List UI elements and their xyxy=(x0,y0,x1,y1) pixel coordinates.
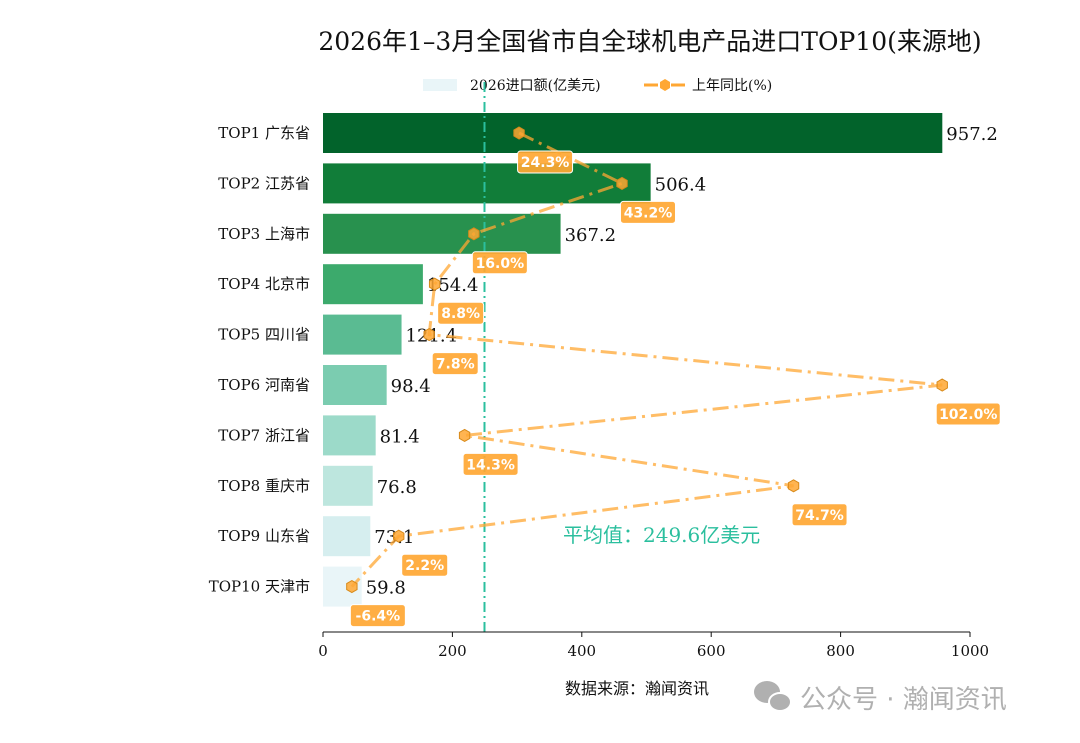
x-tick-label: 800 xyxy=(826,642,855,660)
yoy-label: 2.2% xyxy=(405,558,444,574)
yoy-label-box xyxy=(791,503,848,527)
wechat-icon xyxy=(754,681,792,712)
y-tick-label: TOP10 天津市 xyxy=(209,578,310,596)
yoy-marker xyxy=(787,479,800,493)
legend: 2026进口额(亿美元) 上年同比(%) xyxy=(423,78,772,94)
y-tick-label: TOP7 浙江省 xyxy=(218,426,310,444)
yoy-label: 43.2% xyxy=(624,205,673,221)
yoy-label-box xyxy=(401,553,449,577)
y-tick-label: TOP8 重庆市 xyxy=(218,477,310,495)
yoy-label-box xyxy=(349,604,406,628)
y-tick-label: TOP3 上海市 xyxy=(218,225,310,243)
yoy-label-box xyxy=(431,352,479,376)
yoy-marker xyxy=(616,176,628,190)
x-tick-label: 600 xyxy=(697,642,726,660)
y-tick-label: TOP2 江苏省 xyxy=(218,174,310,192)
yoy-marker xyxy=(936,378,948,392)
yoy-label: -6.4% xyxy=(356,609,401,625)
y-tick-label: TOP9 山东省 xyxy=(218,527,310,545)
yoy-line xyxy=(350,131,943,588)
y-tick-label: TOP1 广东省 xyxy=(218,124,310,142)
y-tick-label: TOP6 河南省 xyxy=(218,376,310,394)
watermark: 公众号 · 瀚闻资讯 xyxy=(800,685,1007,715)
yoy-marker xyxy=(513,126,525,140)
bar xyxy=(323,516,371,557)
bar-value-label: 367.2 xyxy=(565,225,617,246)
yoy-label-box xyxy=(517,150,574,174)
bar-value-label: 59.8 xyxy=(366,578,406,599)
legend-line-marker xyxy=(660,79,670,91)
chart-title: 2026年1–3月全国省市自全球机电产品进口TOP10(来源地) xyxy=(318,27,981,56)
bar xyxy=(323,264,423,305)
yoy-marker xyxy=(468,227,480,241)
yoy-label: 74.7% xyxy=(795,508,844,524)
y-tick-label: TOP4 北京市 xyxy=(218,275,310,293)
legend-bar-label: 2026进口额(亿美元) xyxy=(470,78,601,94)
bar-value-label: 98.4 xyxy=(391,376,431,397)
x-tick-label: 400 xyxy=(567,642,596,660)
bars: TOP1 广东省 957.2 TOP2 江苏省 506.4 TOP3 上海市 367.2 T… xyxy=(209,113,998,607)
yoy-label: 102.0% xyxy=(939,407,997,423)
yoy-label-box xyxy=(437,301,485,325)
bar xyxy=(323,314,402,355)
yoy-marker xyxy=(423,328,435,342)
bar xyxy=(323,465,373,506)
yoy-line-group: 24.3% 43.2% 16.0% 8.8% 7.8% 102.0% 14.3% 74.7% 2… xyxy=(346,126,1001,628)
x-tick-label: 1000 xyxy=(951,642,989,660)
yoy-label-box xyxy=(471,251,528,275)
bar-value-label: 154.4 xyxy=(427,275,479,296)
y-tick-label: TOP5 四川省 xyxy=(218,326,310,344)
yoy-label-box xyxy=(619,200,676,224)
yoy-marker xyxy=(428,277,441,291)
yoy-label: 8.8% xyxy=(441,306,480,322)
bar xyxy=(323,163,651,204)
bar xyxy=(323,113,943,153)
bar xyxy=(323,213,561,254)
average-label: 平均值：249.6亿美元 xyxy=(563,523,760,547)
yoy-label-box xyxy=(462,452,519,476)
yoy-marker xyxy=(458,428,471,442)
yoy-label: 7.8% xyxy=(436,357,475,373)
bar-value-label: 76.8 xyxy=(377,477,417,498)
yoy-marker xyxy=(346,580,358,594)
bar xyxy=(323,365,387,405)
x-tick-label: 0 xyxy=(318,642,328,660)
yoy-label: 16.0% xyxy=(476,256,525,272)
yoy-label: 24.3% xyxy=(521,155,570,171)
legend-bar-swatch xyxy=(423,79,457,91)
bar xyxy=(323,415,376,456)
source-note: 数据来源：瀚闻资讯 xyxy=(565,679,709,698)
x-tick-label: 200 xyxy=(438,642,467,660)
yoy-marker xyxy=(393,529,405,543)
yoy-label-box xyxy=(935,402,1001,426)
x-axis: 0 200 400 600 800 1000 xyxy=(318,631,989,660)
bar-value-label: 81.4 xyxy=(380,426,420,447)
legend-line-label: 上年同比(%) xyxy=(692,78,772,94)
yoy-label: 14.3% xyxy=(466,457,515,473)
bar-value-label: 506.4 xyxy=(655,174,707,195)
bar-value-label: 957.2 xyxy=(946,124,998,145)
